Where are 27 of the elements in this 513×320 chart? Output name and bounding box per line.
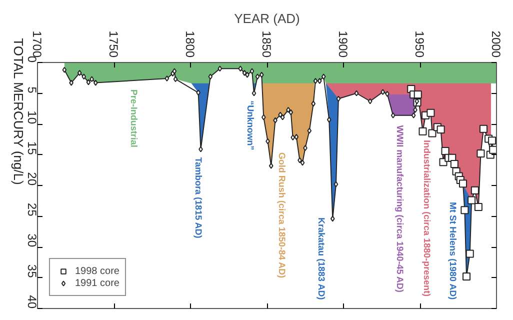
annotation: Krakatau (1883 AD) [316, 218, 327, 300]
annotation: Gold Rush (circa 1850-84 AD) [277, 152, 288, 278]
y-tick-label: 20 [25, 172, 39, 186]
y-tick-label: 0 [25, 56, 39, 63]
x-tick-label: 1800 [183, 30, 197, 58]
annotation: Mt St Helens (1980 AD) [448, 202, 458, 300]
annotation: “Unknown” [245, 100, 256, 150]
x-tick-label: 2000 [489, 30, 503, 58]
annotation: Industrialization (circa 1880-present) [422, 140, 432, 297]
x-tick-label: 1750 [106, 30, 120, 58]
x-tick-label: 1950 [412, 30, 426, 58]
annotation: Pre-Industrial [128, 89, 139, 148]
x-tick-label: 1900 [336, 30, 350, 58]
annotation: WWII manufacturing (circa 1940-45 AD) [394, 125, 405, 292]
y-axis-title: TOTAL MERCURY (ng/L) [11, 38, 26, 185]
y-tick-label: 15 [25, 141, 39, 156]
y-tick-label: 5 [25, 86, 39, 94]
y-tick-label: 40 [25, 295, 39, 309]
y-tick-label: 10 [25, 110, 39, 124]
x-tick-label: 1850 [260, 30, 274, 58]
legend-label: 1991 core [75, 278, 120, 288]
y-tick-label: 25 [25, 202, 39, 217]
legend-label: 1998 core [75, 266, 120, 276]
y-tick-label: 35 [25, 264, 39, 278]
y-tick-label: 30 [25, 234, 39, 248]
annotation: Tambora (1815 AD) [193, 157, 204, 238]
x-axis-title: YEAR (AD) [234, 10, 300, 26]
